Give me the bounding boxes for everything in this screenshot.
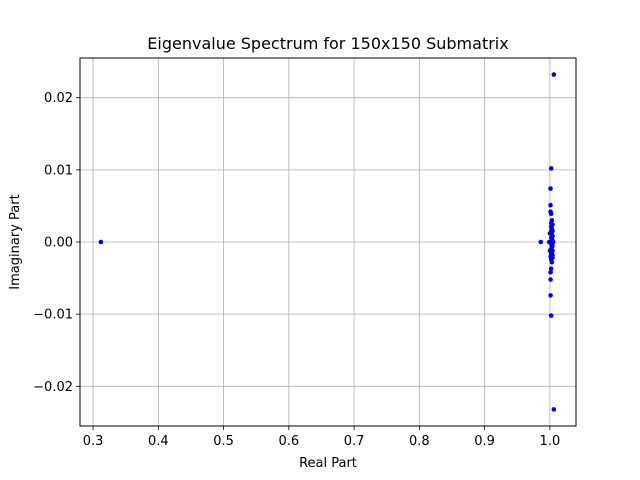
data-point <box>548 293 553 298</box>
x-tick-label: 0.3 <box>83 434 104 449</box>
data-point <box>548 254 553 259</box>
y-tick-label: 0.01 <box>44 163 73 178</box>
data-point <box>547 248 553 253</box>
x-tick-label: 0.5 <box>213 434 234 449</box>
x-tick-label: 0.9 <box>474 434 495 449</box>
grid-layer <box>80 58 576 426</box>
data-point <box>538 239 544 245</box>
x-tick-label: 0.7 <box>344 434 365 449</box>
y-tick-label: 0.02 <box>44 91 73 106</box>
data-point <box>547 231 553 236</box>
ticks-layer: 0.3 0.4 0.5 0.6 0.7 0.8 0.9 1.0 −0.02 −0.01 0.00 0.… <box>33 91 560 449</box>
x-axis-label: Real Part <box>299 456 357 471</box>
points-layer <box>98 72 557 412</box>
data-point <box>548 186 553 191</box>
data-point <box>548 166 554 171</box>
data-point <box>551 72 557 77</box>
x-tick-label: 0.8 <box>409 434 430 449</box>
x-tick-label: 1.0 <box>540 434 561 449</box>
data-point <box>548 277 553 282</box>
data-point <box>548 266 554 271</box>
x-tick-label: 0.4 <box>148 434 169 449</box>
data-point <box>548 313 554 318</box>
y-tick-label: −0.02 <box>33 380 73 395</box>
data-point <box>548 270 553 275</box>
data-point <box>548 211 554 217</box>
data-point <box>548 202 553 208</box>
x-tick-label: 0.6 <box>278 434 299 449</box>
y-tick-label: −0.01 <box>33 308 73 323</box>
y-axis-label: Imaginary Part <box>8 194 23 289</box>
chart-title: Eigenvalue Spectrum for 150x150 Submatri… <box>147 34 508 53</box>
data-point <box>551 407 557 412</box>
data-point <box>98 239 104 245</box>
y-tick-label: 0.00 <box>44 236 73 251</box>
